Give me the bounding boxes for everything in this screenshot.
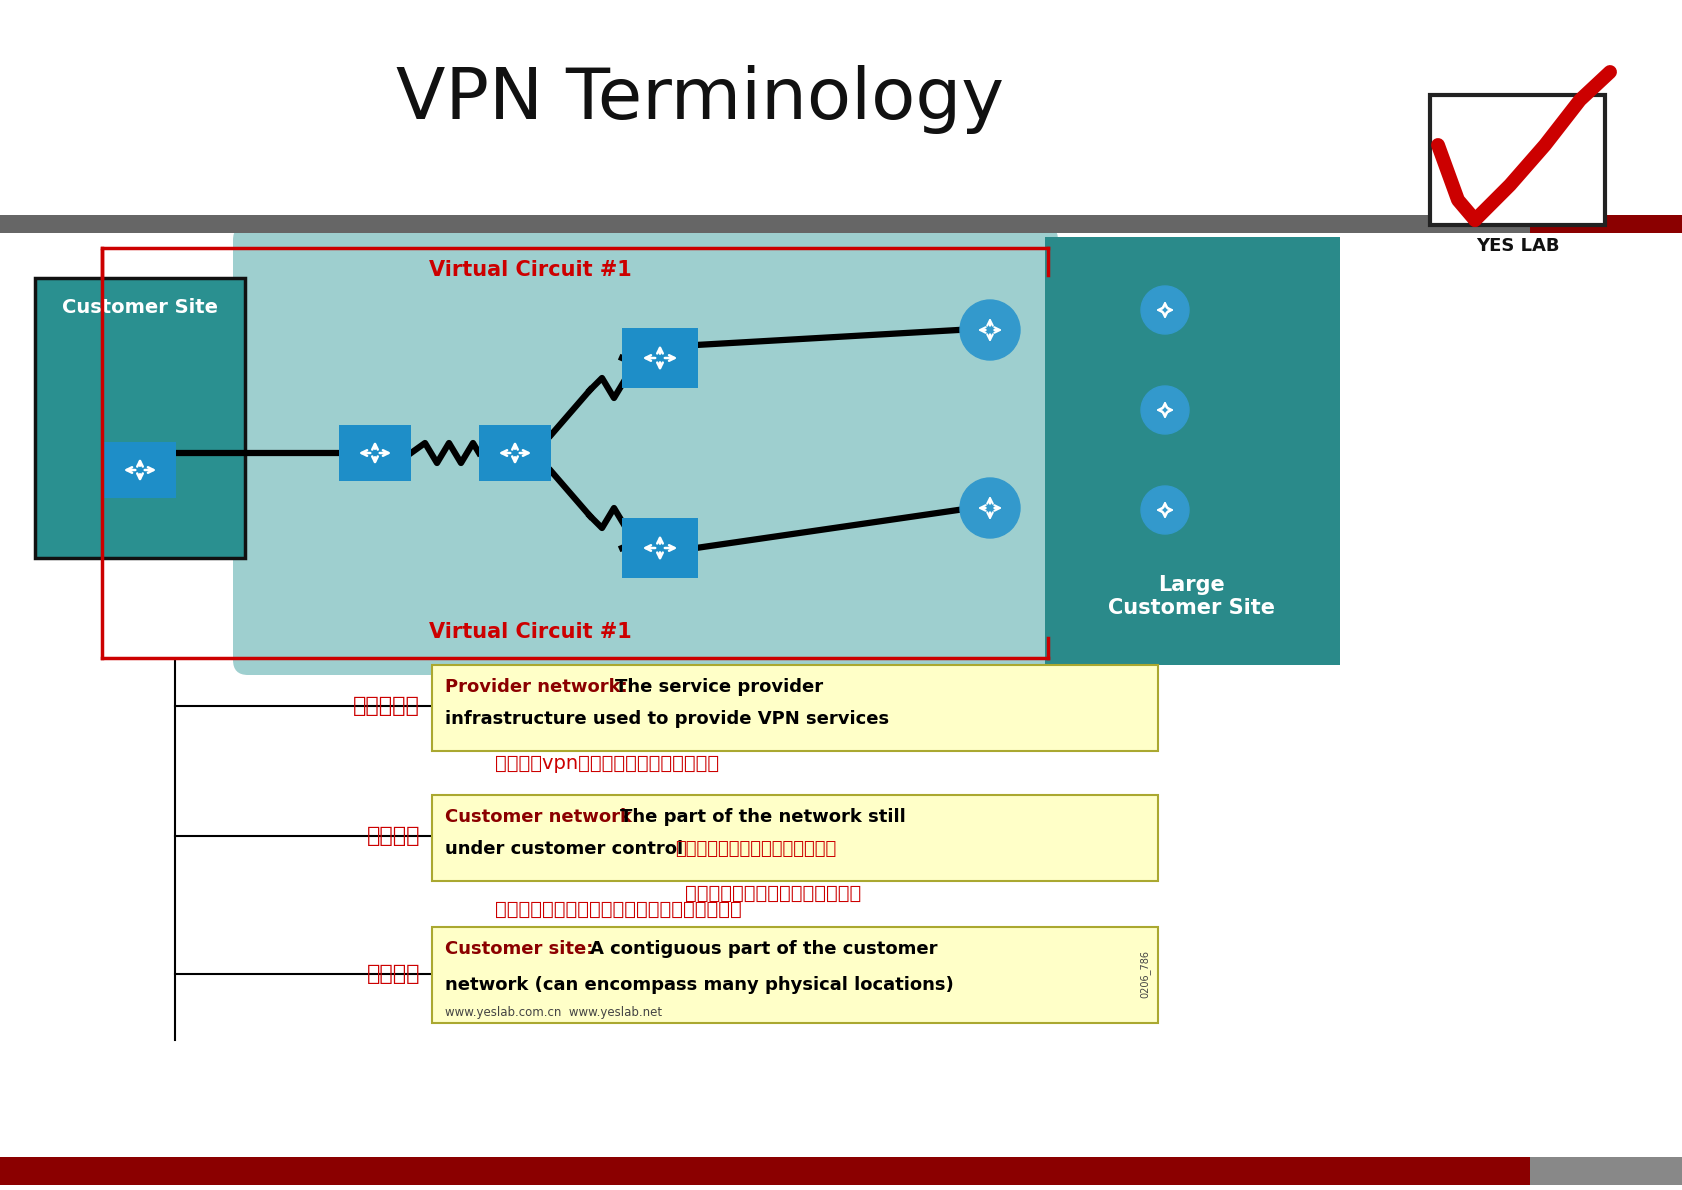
Text: YES LAB: YES LAB xyxy=(1475,237,1559,255)
Text: network (can encompass many physical locations): network (can encompass many physical loc… xyxy=(444,976,954,994)
Circle shape xyxy=(959,300,1019,361)
Text: 供应商网络: 供应商网络 xyxy=(353,696,420,716)
Text: 客户网络的连续部分（可以包含许多物理位置）: 客户网络的连续部分（可以包含许多物理位置） xyxy=(495,900,742,919)
Text: Virtual Circuit #1: Virtual Circuit #1 xyxy=(429,622,631,641)
Bar xyxy=(0,215,1529,233)
FancyBboxPatch shape xyxy=(479,425,550,481)
Bar xyxy=(1529,215,1682,233)
Text: Customer network:: Customer network: xyxy=(444,808,644,826)
FancyBboxPatch shape xyxy=(432,795,1157,881)
Text: VPN Terminology: VPN Terminology xyxy=(395,65,1004,134)
FancyBboxPatch shape xyxy=(104,441,177,497)
Text: infrastructure used to provide VPN services: infrastructure used to provide VPN servi… xyxy=(444,710,888,728)
FancyBboxPatch shape xyxy=(232,225,1058,675)
FancyBboxPatch shape xyxy=(622,328,698,388)
Bar xyxy=(1430,95,1605,225)
Text: 网络的一部分仍然在客户控制之下: 网络的一部分仍然在客户控制之下 xyxy=(674,840,836,858)
Text: 客户站点: 客户站点 xyxy=(367,964,420,984)
Circle shape xyxy=(1140,486,1187,534)
Text: www.yeslab.com.cn  www.yeslab.net: www.yeslab.com.cn www.yeslab.net xyxy=(444,1006,661,1019)
Bar xyxy=(1529,1157,1682,1185)
FancyBboxPatch shape xyxy=(432,927,1157,1023)
Text: A contiguous part of the customer: A contiguous part of the customer xyxy=(590,940,937,958)
Bar xyxy=(35,278,246,558)
Text: Virtual Circuit #1: Virtual Circuit #1 xyxy=(429,259,631,280)
Text: The part of the network still: The part of the network still xyxy=(619,808,905,826)
Text: under customer control: under customer control xyxy=(444,840,683,858)
Circle shape xyxy=(959,478,1019,538)
Text: Large
Customer Site: Large Customer Site xyxy=(1108,575,1275,618)
Bar xyxy=(1045,237,1339,665)
Circle shape xyxy=(1140,286,1187,334)
FancyBboxPatch shape xyxy=(432,665,1157,751)
Circle shape xyxy=(1140,386,1187,434)
FancyBboxPatch shape xyxy=(338,425,410,481)
Bar xyxy=(0,1157,1529,1185)
Text: 0206_786: 0206_786 xyxy=(1139,950,1149,998)
Text: 网络的一部分仍然在客户控制之下: 网络的一部分仍然在客户控制之下 xyxy=(685,884,861,903)
Text: The service provider: The service provider xyxy=(614,678,822,696)
Text: Customer Site: Customer Site xyxy=(62,298,219,317)
Text: 客户网络: 客户网络 xyxy=(367,826,420,846)
Text: Provider network:: Provider network: xyxy=(444,678,634,696)
Text: 用于提供vpn服务的服务提供商基础设施: 用于提供vpn服务的服务提供商基础设施 xyxy=(495,754,718,774)
Text: Customer site:: Customer site: xyxy=(444,940,599,958)
FancyBboxPatch shape xyxy=(622,518,698,578)
